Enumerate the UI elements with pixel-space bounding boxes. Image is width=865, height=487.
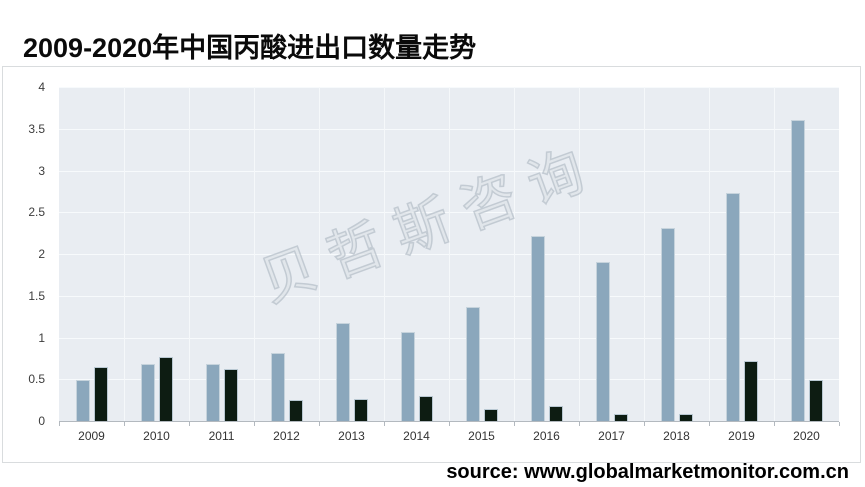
x-tick-label-2015: 2015	[468, 429, 495, 443]
x-tick-mark	[319, 422, 320, 426]
x-tick-mark	[449, 422, 450, 426]
bar-2018-series-dark-green	[678, 414, 693, 421]
x-tick-mark	[774, 422, 775, 426]
bar-2015-series-light-blue	[465, 306, 480, 421]
vertical-gridline	[384, 87, 385, 421]
bar-group-2015	[449, 87, 514, 421]
bar-2010-series-light-blue	[140, 364, 155, 421]
vertical-gridline	[644, 87, 645, 421]
y-tick-label-2.5: 2.5	[28, 205, 45, 220]
bar-group-2012	[254, 87, 319, 421]
bar-group-2009	[59, 87, 124, 421]
x-tick-mark	[384, 422, 385, 426]
x-tick-mark	[254, 422, 255, 426]
x-tick-mark	[124, 422, 125, 426]
bar-2019-series-dark-green	[743, 360, 758, 421]
bar-group-2011	[189, 87, 254, 421]
plot-area	[59, 87, 839, 421]
x-tick-mark	[709, 422, 710, 426]
y-tick-label-0: 0	[38, 414, 45, 428]
y-tick-label-1: 1	[38, 330, 45, 345]
bar-2016-series-dark-green	[548, 406, 563, 421]
x-tick-label-2020: 2020	[793, 429, 820, 443]
vertical-gridline	[254, 87, 255, 421]
x-tick-label-2018: 2018	[663, 429, 690, 443]
bar-2009-series-dark-green	[93, 366, 108, 421]
chart-card: 0 0.5 1 1.5 2 2.5 3 3.5 4 2009 2010 2011 2012 2013 20…	[2, 66, 861, 463]
vertical-gridline	[124, 87, 125, 421]
x-tick-mark	[514, 422, 515, 426]
vertical-gridline	[189, 87, 190, 421]
x-axis-line	[59, 421, 839, 422]
vertical-gridline	[709, 87, 710, 421]
bar-2018-series-light-blue	[660, 228, 675, 421]
bar-2012-series-dark-green	[288, 400, 303, 421]
bar-2020-series-light-blue	[790, 119, 805, 421]
y-tick-label-2: 2	[38, 247, 45, 261]
bar-2013-series-dark-green	[353, 399, 368, 421]
x-tick-label-2012: 2012	[273, 429, 300, 443]
bar-2010-series-dark-green	[158, 356, 173, 421]
x-tick-mark	[644, 422, 645, 426]
x-tick-mark	[579, 422, 580, 426]
x-tick-label-2017: 2017	[598, 429, 625, 443]
x-tick-label-2013: 2013	[338, 429, 365, 443]
x-tick-label-2009: 2009	[78, 429, 105, 443]
vertical-gridline	[449, 87, 450, 421]
vertical-gridline	[514, 87, 515, 421]
page-title: 2009-2020年中国丙酸进出口数量走势	[23, 33, 477, 63]
x-tick-mark	[59, 422, 60, 426]
x-tick-mark	[839, 422, 840, 426]
vertical-gridline	[774, 87, 775, 421]
bar-2015-series-dark-green	[483, 408, 498, 421]
y-tick-label-3: 3	[38, 163, 45, 178]
bar-group-2018	[644, 87, 709, 421]
bar-2013-series-light-blue	[335, 323, 350, 421]
y-tick-label-1.5: 1.5	[28, 288, 45, 303]
bar-2014-series-light-blue	[400, 331, 415, 421]
x-tick-label-2010: 2010	[143, 429, 170, 443]
bar-group-2017	[579, 87, 644, 421]
bar-group-2010	[124, 87, 189, 421]
bar-group-2014	[384, 87, 449, 421]
bar-group-2016	[514, 87, 579, 421]
vertical-gridline	[319, 87, 320, 421]
bar-group-2013	[319, 87, 384, 421]
bar-2017-series-dark-green	[613, 413, 628, 421]
y-tick-label-0.5: 0.5	[28, 372, 45, 387]
y-tick-label-4: 4	[38, 80, 45, 94]
bar-2014-series-dark-green	[418, 395, 433, 421]
bar-2019-series-light-blue	[725, 193, 740, 421]
bar-2017-series-light-blue	[595, 261, 610, 421]
x-tick-label-2011: 2011	[208, 429, 235, 443]
bar-group-2020	[774, 87, 839, 421]
bar-2012-series-light-blue	[270, 353, 285, 421]
source-attribution: source: www.globalmarketmonitor.com.cn	[446, 461, 849, 483]
vertical-gridline	[579, 87, 580, 421]
x-tick-label-2019: 2019	[728, 429, 755, 443]
y-tick-label-3.5: 3.5	[28, 121, 45, 136]
bar-2016-series-light-blue	[530, 235, 545, 421]
x-tick-label-2016: 2016	[533, 429, 560, 443]
bar-2009-series-light-blue	[75, 380, 90, 421]
bar-2011-series-dark-green	[223, 369, 238, 421]
bar-2020-series-dark-green	[808, 380, 823, 421]
x-tick-mark	[189, 422, 190, 426]
bar-group-2019	[709, 87, 774, 421]
x-tick-label-2014: 2014	[403, 429, 430, 443]
bar-2011-series-light-blue	[205, 364, 220, 421]
